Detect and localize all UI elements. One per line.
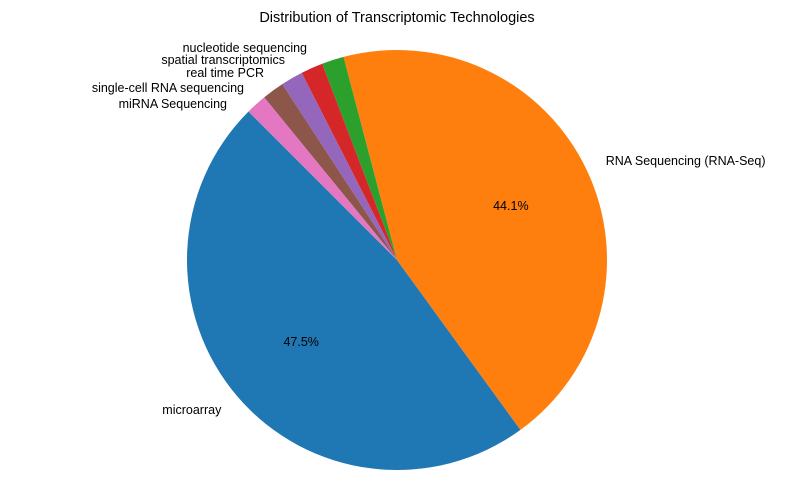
pie-slice-single-cell-rna-sequencing — [264, 84, 397, 260]
pie-slices — [187, 50, 607, 470]
slice-label: nucleotide sequencing — [183, 41, 307, 55]
slice-label: single-cell RNA sequencing — [92, 81, 244, 95]
slice-labels: microarray 47.5% RNA Sequencing (RNA-Seq) 4… — [92, 41, 766, 417]
slice-label: RNA Sequencing (RNA-Seq) — [606, 154, 766, 168]
pie-slice-spatial-transcriptomics — [282, 72, 397, 260]
pie-slice-real-time-pcr — [301, 63, 397, 260]
slice-label: spatial transcriptomics — [161, 53, 285, 67]
chart-title: Distribution of Transcriptomic Technolog… — [259, 10, 534, 26]
slice-label: microarray — [162, 403, 222, 417]
pie-slice-nucleotide-sequencing — [322, 56, 397, 260]
slice-label: miRNA Sequencing — [119, 97, 227, 111]
pie-slice-microarray — [187, 111, 521, 470]
slice-percent-label: 44.1% — [493, 199, 528, 213]
pie-slice-rna-sequencing-rna-seq — [343, 50, 607, 430]
pie-slice-mirna-sequencing — [248, 97, 397, 260]
slice-label: real time PCR — [186, 66, 264, 80]
slice-percent-label: 47.5% — [283, 335, 318, 349]
